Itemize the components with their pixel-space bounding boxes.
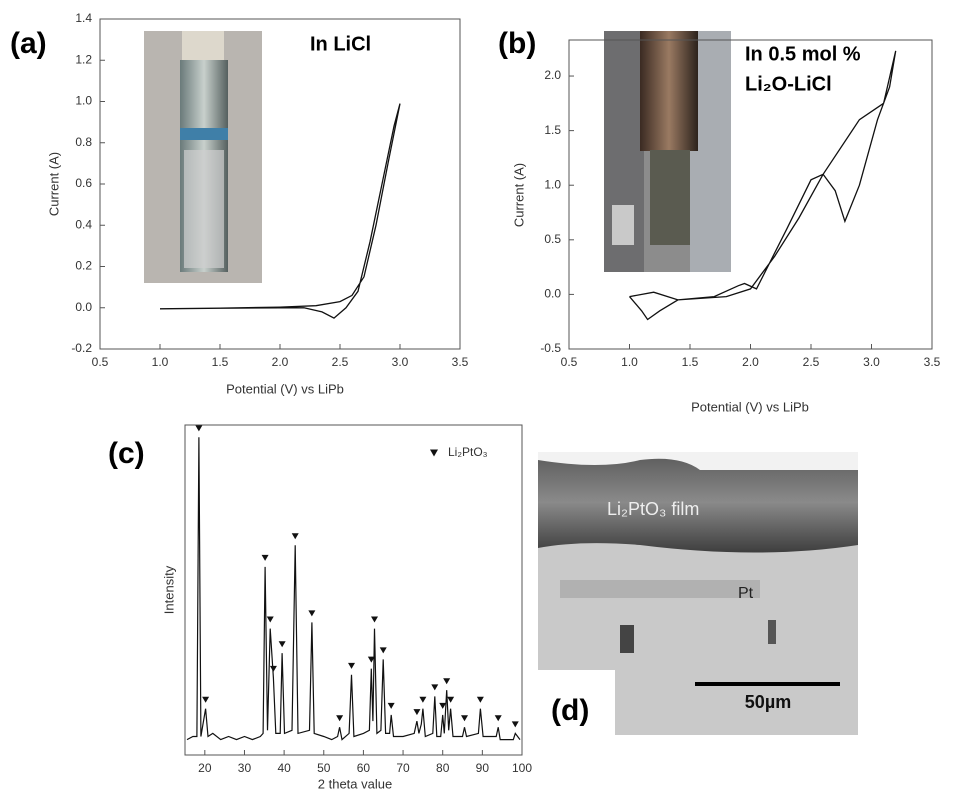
y-tick-label: -0.5 bbox=[540, 341, 561, 355]
x-tick-label: 1.5 bbox=[682, 355, 699, 369]
x-tick-label: 70 bbox=[396, 761, 410, 775]
peak-marker bbox=[371, 616, 379, 623]
legend-marker bbox=[430, 449, 438, 457]
x-tick-label: 40 bbox=[277, 761, 291, 775]
x-tick-label: 30 bbox=[238, 761, 252, 775]
peak-marker bbox=[431, 684, 439, 691]
peak-marker bbox=[511, 721, 519, 728]
peak-marker bbox=[195, 425, 203, 432]
peak-marker bbox=[476, 696, 484, 703]
peak-marker bbox=[308, 610, 316, 617]
plot-frame bbox=[184, 424, 523, 756]
peak-marker bbox=[269, 665, 277, 672]
curve bbox=[629, 50, 897, 321]
y-tick-label: 0.2 bbox=[75, 259, 92, 273]
x-tick-label: 0.5 bbox=[92, 355, 109, 369]
y-tick-label: 2.0 bbox=[544, 68, 561, 82]
x-tick-label: 3.5 bbox=[452, 355, 469, 369]
curve bbox=[186, 437, 521, 741]
x-tick-label: 1.0 bbox=[621, 355, 638, 369]
photo-inset bbox=[604, 31, 731, 272]
y-tick-label: 0.4 bbox=[75, 217, 92, 231]
sem-image: Li₂PtO₃ film Pt 50µm (d) bbox=[538, 452, 858, 735]
panel-label: (b) bbox=[498, 27, 536, 60]
peak-marker bbox=[202, 696, 210, 703]
x-axis-label: Potential (V) vs LiPb bbox=[691, 399, 809, 414]
peak-marker bbox=[336, 715, 344, 722]
peak-marker bbox=[278, 641, 286, 648]
x-tick-label: 2.0 bbox=[742, 355, 759, 369]
scale-bar-label: 50µm bbox=[745, 692, 791, 712]
peak-marker bbox=[443, 678, 451, 685]
y-axis-label: Current (A) bbox=[46, 152, 61, 216]
peak-marker bbox=[447, 696, 455, 703]
curve bbox=[159, 103, 401, 319]
annotation: Li₂O-LiCl bbox=[745, 73, 832, 95]
x-tick-label: 3.0 bbox=[863, 355, 880, 369]
x-tick-label: 20 bbox=[198, 761, 212, 775]
x-tick-label: 2.5 bbox=[332, 355, 349, 369]
substrate-label: Pt bbox=[738, 585, 754, 602]
x-tick-label: 1.5 bbox=[212, 355, 229, 369]
y-tick-label: 1.4 bbox=[75, 11, 92, 25]
y-tick-label: 0.0 bbox=[75, 300, 92, 314]
y-tick-label: 0.6 bbox=[75, 176, 92, 190]
peak-marker bbox=[461, 715, 469, 722]
peak-marker bbox=[261, 554, 269, 561]
y-tick-label: 0.5 bbox=[544, 232, 561, 246]
x-tick-label: 1.0 bbox=[152, 355, 169, 369]
x-tick-label: 0.5 bbox=[561, 355, 578, 369]
x-tick-label: 2.0 bbox=[272, 355, 289, 369]
x-tick-label: 100 bbox=[512, 761, 532, 775]
photo-inset bbox=[144, 31, 262, 283]
x-tick-label: 90 bbox=[476, 761, 490, 775]
panel-label: (d) bbox=[551, 694, 589, 727]
x-tick-label: 3.5 bbox=[924, 355, 941, 369]
peak-marker bbox=[387, 702, 395, 709]
annotation: In LiCl bbox=[310, 33, 371, 55]
x-tick-label: 80 bbox=[436, 761, 450, 775]
x-tick-label: 3.0 bbox=[392, 355, 409, 369]
film-label: Li₂PtO₃ film bbox=[607, 499, 699, 519]
peak-marker bbox=[379, 647, 387, 654]
peak-marker bbox=[348, 662, 356, 669]
x-tick-label: 50 bbox=[317, 761, 331, 775]
peak-marker bbox=[413, 709, 421, 716]
annotation: In 0.5 mol % bbox=[745, 43, 861, 65]
y-tick-label: -0.2 bbox=[71, 341, 92, 355]
x-tick-label: 60 bbox=[357, 761, 371, 775]
peak-marker bbox=[291, 533, 299, 540]
x-axis-label: Potential (V) vs LiPb bbox=[226, 381, 344, 396]
y-tick-label: 1.0 bbox=[75, 94, 92, 108]
y-tick-label: 0.8 bbox=[75, 135, 92, 149]
peak-marker bbox=[266, 616, 274, 623]
y-axis-label: Intensity bbox=[161, 565, 176, 614]
x-axis-label: 2 theta value bbox=[318, 776, 392, 791]
panel-label: (c) bbox=[108, 437, 145, 470]
y-tick-label: 0.0 bbox=[544, 287, 561, 301]
y-tick-label: 1.2 bbox=[75, 52, 92, 66]
peak-marker bbox=[367, 656, 375, 663]
x-tick-label: 2.5 bbox=[803, 355, 820, 369]
peak-marker bbox=[494, 715, 502, 722]
y-axis-label: Current (A) bbox=[511, 163, 526, 227]
legend-label: Li₂PtO₃ bbox=[448, 445, 488, 459]
peak-marker bbox=[439, 702, 447, 709]
y-tick-label: 1.5 bbox=[544, 123, 561, 137]
y-tick-label: 1.0 bbox=[544, 177, 561, 191]
peak-marker bbox=[419, 696, 427, 703]
panel-label: (a) bbox=[10, 27, 47, 60]
